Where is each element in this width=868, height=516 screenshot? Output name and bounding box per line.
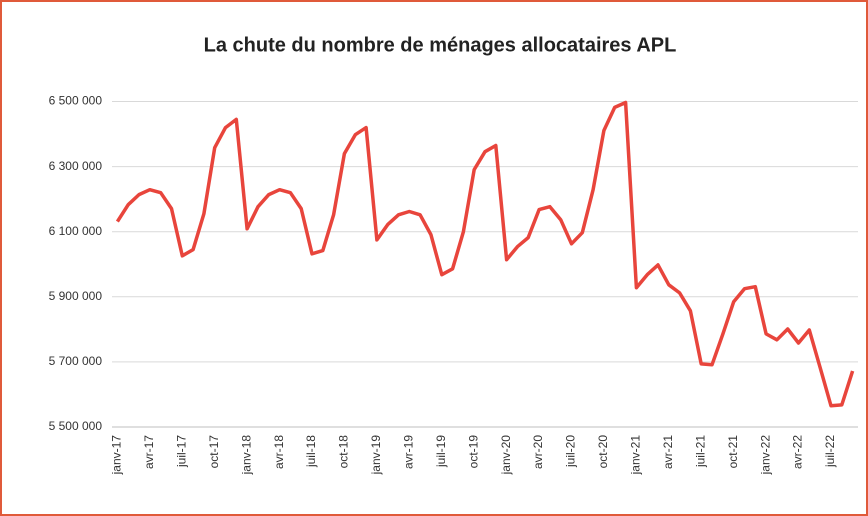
x-tick-label: janv-17 (110, 435, 124, 476)
x-tick-label: janv-22 (758, 435, 772, 476)
x-tick-label: avr-19 (401, 435, 415, 469)
x-tick-label: oct-17 (207, 435, 221, 469)
x-tick-label: avr-21 (661, 435, 675, 469)
y-tick-label: 5 700 000 (49, 354, 103, 368)
x-tick-label: oct-20 (596, 435, 610, 469)
x-tick-label: juil-20 (564, 435, 578, 468)
y-tick-label: 6 100 000 (49, 224, 103, 238)
x-tick-label: janv-19 (369, 435, 383, 476)
y-tick-label: 6 500 000 (49, 94, 103, 108)
x-tick-label: juil-18 (304, 435, 318, 468)
x-tick-label: avr-18 (272, 435, 286, 469)
x-tick-label: avr-17 (142, 435, 156, 469)
x-tick-label: oct-18 (337, 435, 351, 469)
x-tick-label: avr-20 (531, 435, 545, 469)
y-tick-label: 5 500 000 (49, 419, 103, 433)
x-tick-label: juil-21 (693, 435, 707, 468)
x-tick-label: avr-22 (791, 435, 805, 469)
x-tick-label: juil-22 (823, 435, 837, 468)
x-tick-label: juil-17 (174, 435, 188, 468)
x-tick-label: janv-18 (239, 435, 253, 476)
line-series (115, 100, 855, 408)
x-tick-label: oct-19 (466, 435, 480, 469)
x-tick-label: oct-21 (726, 435, 740, 469)
x-tick-label: janv-21 (629, 435, 643, 476)
y-tick-label: 6 300 000 (49, 159, 103, 173)
y-tick-label: 5 900 000 (49, 289, 103, 303)
x-tick-label: janv-20 (499, 435, 513, 476)
chart-title: La chute du nombre de ménages allocatair… (204, 34, 677, 56)
x-tick-label: juil-19 (434, 435, 448, 468)
